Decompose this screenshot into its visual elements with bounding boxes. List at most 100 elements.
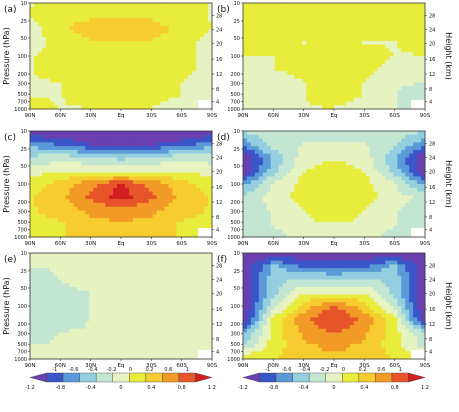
- heatmap-cell: [341, 29, 347, 34]
- heatmap-cell: [144, 63, 150, 68]
- heatmap-cell: [243, 44, 248, 49]
- heatmap-cell: [274, 74, 280, 80]
- heatmap-cell: [365, 29, 371, 34]
- heatmap-cell: [208, 18, 213, 23]
- heatmap-cell: [357, 191, 363, 196]
- heatmap-cell: [69, 195, 74, 200]
- heatmap-cell: [204, 33, 209, 38]
- heatmap-cell: [148, 165, 154, 170]
- heatmap-cell: [61, 93, 67, 99]
- heatmap-cell: [148, 210, 154, 215]
- heatmap-cell: [105, 56, 110, 61]
- heatmap-cell: [164, 131, 169, 136]
- panel-1: [242, 2, 426, 110]
- heatmap-cell: [121, 25, 126, 30]
- heatmap-cell: [377, 52, 382, 57]
- heatmap-cell: [180, 44, 185, 49]
- heatmap-cell: [136, 78, 142, 83]
- heatmap-cell: [89, 82, 94, 87]
- heatmap-cell: [413, 33, 418, 38]
- heatmap-cell: [393, 199, 398, 204]
- heatmap-cell: [302, 44, 307, 49]
- heatmap-cell: [314, 44, 319, 49]
- heatmap-cell: [49, 44, 55, 49]
- heatmap-cell: [306, 29, 311, 34]
- heatmap-cell: [45, 184, 51, 189]
- heatmap-cell: [132, 218, 138, 223]
- heatmap-cell: [341, 6, 347, 11]
- heatmap-cell: [409, 67, 414, 72]
- heatmap-cell: [266, 105, 272, 110]
- heatmap-cell: [361, 90, 367, 95]
- heatmap-cell: [128, 138, 134, 143]
- heatmap-cell: [334, 187, 339, 192]
- heatmap-cell: [369, 195, 374, 200]
- heatmap-cell: [262, 157, 268, 162]
- heatmap-cell: [97, 142, 102, 147]
- heatmap-cell: [93, 206, 98, 211]
- heatmap-cell: [349, 3, 355, 8]
- heatmap-cell: [144, 172, 150, 177]
- heatmap-cell: [397, 184, 402, 189]
- heatmap-cell: [254, 187, 260, 192]
- heatmap-cell: [243, 161, 248, 166]
- heatmap-cell: [61, 3, 67, 8]
- heatmap-cell: [113, 221, 118, 227]
- heatmap-cell: [113, 52, 118, 57]
- heatmap-cell: [258, 168, 264, 174]
- heatmap-cell: [270, 176, 276, 181]
- heatmap-cell: [337, 40, 343, 46]
- heatmap-cell: [105, 52, 110, 57]
- heatmap-cell: [113, 138, 118, 143]
- heatmap-cell: [326, 78, 331, 83]
- heatmap-cell: [144, 168, 150, 174]
- heatmap-cell: [176, 93, 181, 99]
- heatmap-cell: [53, 157, 59, 162]
- heatmap-cell: [184, 14, 189, 19]
- heatmap-cell: [192, 74, 197, 80]
- heatmap-cell: [184, 221, 189, 227]
- heatmap-cell: [266, 184, 272, 189]
- heatmap-cell: [41, 71, 47, 76]
- heatmap-cell: [278, 187, 283, 192]
- heatmap-cell: [389, 3, 394, 8]
- heatmap-cell: [385, 90, 390, 95]
- heatmap-cell: [421, 82, 426, 87]
- heatmap-cell: [322, 14, 327, 19]
- heatmap-cell: [349, 37, 355, 42]
- heatmap-cell: [254, 199, 260, 204]
- heatmap-cell: [132, 180, 138, 185]
- heatmap-cell: [361, 44, 367, 49]
- heatmap-cell: [152, 229, 158, 234]
- heatmap-cell: [258, 93, 264, 99]
- heatmap-cell: [164, 59, 169, 64]
- heatmap-cell: [196, 44, 201, 49]
- heatmap-cell: [294, 180, 299, 185]
- y-tick-label: 10: [234, 1, 240, 7]
- heatmap-cell: [310, 199, 315, 204]
- heatmap-cell: [298, 138, 303, 143]
- heatmap-cell: [168, 172, 173, 177]
- heatmap-cell: [405, 149, 410, 155]
- heatmap-cell: [377, 191, 382, 196]
- heatmap-cell: [136, 40, 142, 46]
- heatmap-cell: [124, 199, 130, 204]
- heatmap-cell: [188, 10, 193, 15]
- heatmap-cell: [421, 56, 426, 61]
- heatmap-cell: [306, 74, 311, 80]
- heatmap-cell: [326, 63, 331, 68]
- heatmap-cell: [385, 37, 390, 42]
- heatmap-cell: [417, 78, 422, 83]
- heatmap-cell: [93, 44, 98, 49]
- heatmap-cell: [188, 37, 193, 42]
- heatmap-cell: [188, 176, 193, 181]
- heatmap-cell: [45, 74, 51, 80]
- heatmap-cell: [176, 138, 181, 143]
- heatmap-cell: [302, 14, 307, 19]
- heatmap-cell: [113, 218, 118, 223]
- heatmap-cell: [69, 146, 74, 151]
- heatmap-cell: [57, 168, 63, 174]
- heatmap-cell: [73, 161, 78, 166]
- heatmap-cell: [270, 10, 276, 15]
- heatmap-cell: [77, 10, 82, 15]
